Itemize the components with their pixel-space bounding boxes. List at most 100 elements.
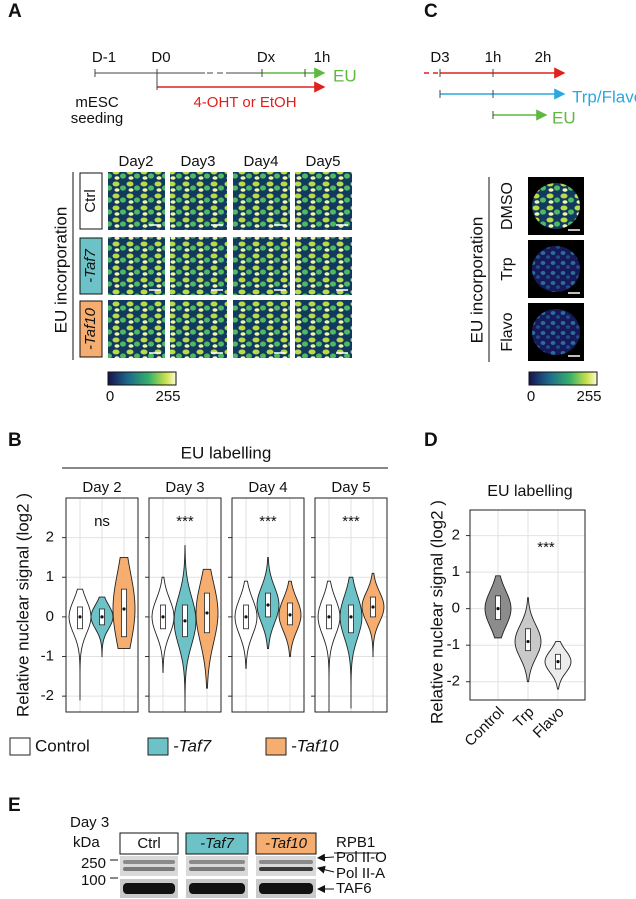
marker-label: 100: [81, 872, 106, 889]
row-label: DMSO: [499, 182, 516, 230]
treatment-label: 4-OHT or EtOH: [193, 94, 296, 111]
blot: [120, 856, 178, 876]
chart-title: EU labelling: [181, 443, 272, 462]
y-tick-label: -2: [447, 673, 460, 690]
panel-c-timeline: C D3 1h 2h Trp/Flavo EU: [424, 1, 636, 127]
seeding-label: mESC: [75, 94, 119, 111]
colorbar-label: 255: [155, 388, 180, 405]
facet-frame: [65, 497, 139, 713]
seeding-label: seeding: [71, 110, 124, 127]
median: [183, 619, 187, 623]
row-label-box: [79, 300, 103, 358]
eu-label: EU: [333, 66, 357, 85]
box: [348, 604, 354, 634]
row-label: Flavo: [499, 312, 516, 351]
row-label: Ctrl: [82, 189, 99, 212]
legend-swatch: [265, 737, 287, 756]
micrograph: [295, 172, 352, 230]
y-tick-label: -1: [41, 647, 54, 664]
unit-label: kDa: [73, 834, 100, 851]
median: [161, 615, 165, 619]
band: [123, 867, 175, 871]
significance: ***: [176, 513, 194, 530]
row-label: -Taf10: [82, 307, 99, 350]
median: [496, 607, 500, 611]
micrograph: [170, 237, 227, 295]
colorbar-label: 0: [106, 388, 114, 405]
violin: [90, 596, 114, 657]
box: [525, 628, 531, 652]
band: [259, 867, 313, 871]
lane-label: -Taf7: [200, 835, 234, 852]
time-label: D-1: [92, 49, 116, 66]
column-label: Day4: [243, 153, 278, 170]
legend-label: Control: [35, 736, 90, 755]
median: [100, 615, 104, 619]
panel-label: C: [424, 1, 438, 22]
lane-label-box: [255, 832, 317, 855]
x-tick-label: Control: [461, 704, 507, 750]
micrograph: [233, 172, 290, 230]
legend-label: -Taf10: [291, 736, 339, 755]
micrograph: [108, 300, 165, 358]
significance: ***: [259, 513, 277, 530]
y-tick-label: 1: [452, 563, 460, 580]
time-label: Dx: [257, 49, 276, 66]
chart-title: EU labelling: [487, 483, 572, 500]
median: [371, 605, 375, 609]
median: [556, 660, 560, 664]
median: [205, 611, 209, 615]
time-label: D0: [151, 49, 170, 66]
band: [189, 883, 245, 894]
facet-frame: [148, 497, 222, 713]
facet-label: Day 2: [82, 479, 121, 496]
antibody-label: RPB1: [336, 834, 375, 851]
legend-swatch: [147, 737, 169, 756]
panel-label: D: [424, 430, 438, 451]
colorbar-label: 255: [576, 388, 601, 405]
median: [526, 639, 530, 644]
band-label: Pol II-A: [336, 865, 385, 882]
colorbar-label: 0: [527, 388, 535, 405]
time-label: 2h: [535, 49, 552, 66]
day-label: Day 3: [70, 814, 109, 831]
band-label: Pol II-O: [336, 849, 387, 866]
colorbar: [528, 371, 598, 386]
time-label: D3: [430, 49, 449, 66]
micrograph: [233, 300, 290, 358]
facet-label: Day 5: [331, 479, 370, 496]
micrograph: [108, 172, 165, 230]
band: [189, 867, 245, 871]
median: [78, 615, 82, 619]
plot-frame: [469, 509, 586, 701]
colony: [532, 309, 580, 355]
median: [266, 603, 270, 607]
row-label-box: [79, 237, 103, 295]
micrograph: [295, 300, 352, 358]
y-tick-label: 2: [452, 527, 460, 544]
band: [259, 883, 313, 894]
facet-label: Day 3: [165, 479, 204, 496]
panel-label: B: [8, 430, 22, 451]
y-tick-label: 2: [46, 529, 54, 546]
panel-a-timeline: A D-1 D0 Dx 1h EU 4-OHT or EtOH mESC see…: [8, 1, 357, 127]
blot: [256, 856, 316, 876]
y-tick-label: 0: [452, 600, 460, 617]
axis-label: EU incorporation: [51, 207, 70, 334]
median: [349, 615, 353, 619]
band: [189, 860, 245, 864]
legend-swatch: [9, 737, 31, 756]
eu-label: EU: [552, 108, 576, 127]
colony: [532, 246, 580, 292]
colony: [532, 183, 580, 229]
y-tick-label: 1: [46, 568, 54, 585]
time-label: 1h: [485, 49, 502, 66]
column-label: Day3: [180, 153, 215, 170]
band: [123, 883, 175, 894]
micrograph: [295, 237, 352, 295]
median: [244, 615, 248, 619]
row-label: -Taf7: [82, 249, 99, 283]
time-label: 1h: [314, 49, 331, 66]
box: [121, 588, 127, 638]
